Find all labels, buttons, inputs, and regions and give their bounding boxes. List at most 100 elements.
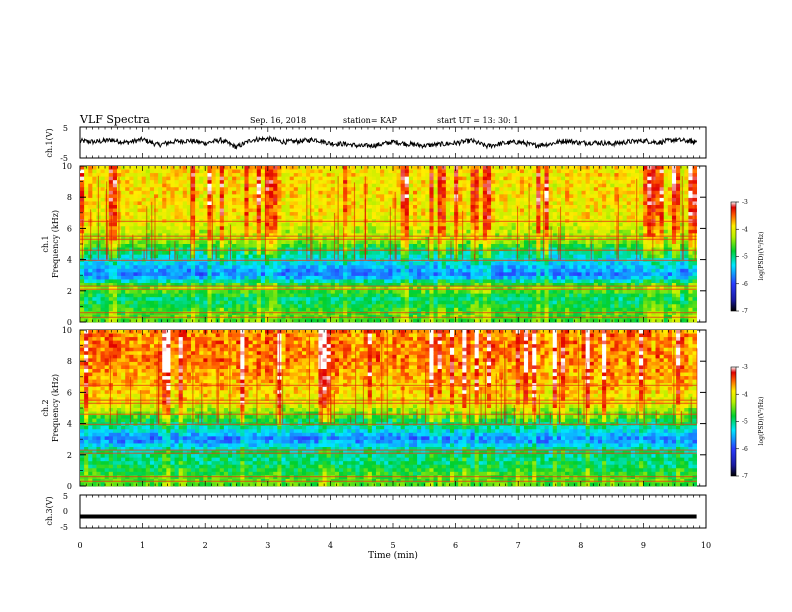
ch1-spectrogram-cell bbox=[347, 187, 352, 192]
ch1-spectrogram-cell bbox=[528, 240, 533, 245]
ch1-spectrogram-cell bbox=[170, 254, 175, 259]
ch1-spectrogram-cell bbox=[285, 208, 291, 213]
ch1-spectrogram-cell bbox=[248, 201, 254, 206]
ch1-spectrogram-cell bbox=[223, 261, 229, 266]
ch1-spectrogram-cell bbox=[314, 261, 319, 266]
ch1-spectrogram-cell bbox=[441, 268, 447, 273]
ch1-spectrogram-cell bbox=[330, 201, 336, 206]
ch1-spectrogram-cell bbox=[112, 229, 118, 234]
ch1-spectrogram-cell bbox=[326, 268, 332, 273]
ch1-spectrogram-cell bbox=[478, 251, 484, 256]
ch1-spectrogram-cell bbox=[186, 254, 192, 259]
ch1-spectrogram-cell bbox=[486, 265, 492, 270]
ch1-spectrogram-cell bbox=[170, 268, 175, 273]
ch1-spectrogram-cell bbox=[400, 194, 406, 199]
ch1-spectrogram-cell bbox=[486, 194, 492, 199]
ch1-spectrogram-cell bbox=[96, 268, 101, 273]
ch1-spectrogram-cell bbox=[182, 275, 188, 280]
ch1-spectrogram-cell bbox=[433, 183, 439, 188]
ch1-spectrogram-cell bbox=[351, 272, 356, 277]
ch1-spectrogram-cell bbox=[466, 275, 471, 280]
ch1-spectrogram-cell bbox=[236, 254, 241, 259]
ch1-spectrogram-cell bbox=[684, 169, 689, 174]
ch1-spectrogram-cell bbox=[474, 261, 480, 266]
ch1-spectrogram-cell bbox=[223, 275, 229, 280]
ch1-spectrogram-cell bbox=[536, 180, 541, 185]
ch1-spectrogram-cell bbox=[408, 215, 414, 220]
ch1-spectrogram-cell bbox=[523, 173, 529, 178]
ch1-spectrogram-cell bbox=[306, 205, 311, 209]
ch1-spectrogram-cell bbox=[692, 201, 698, 206]
ch1-spectrogram-cell bbox=[417, 268, 422, 273]
ch1-spectrogram-cell bbox=[503, 233, 508, 238]
ch1-spectrogram-cell bbox=[688, 169, 693, 174]
ch1-spectrogram-cell bbox=[408, 169, 414, 174]
ch1-spectrogram-cell bbox=[80, 197, 85, 202]
ch1-spectrogram-cell bbox=[264, 166, 270, 170]
ch1-spectrogram-cell bbox=[260, 166, 266, 170]
ch1-spectrogram-cell bbox=[445, 166, 451, 170]
ch1-spectrogram-cell bbox=[593, 208, 599, 213]
ch1-spectrogram-cell bbox=[585, 212, 591, 217]
ch1-spectrogram-cell bbox=[474, 201, 480, 206]
ch1-spectrogram-cell bbox=[297, 208, 303, 213]
ch1-spectrogram-cell bbox=[166, 226, 171, 231]
ch1-spectrogram-cell bbox=[314, 180, 319, 185]
ch1-spectrogram-cell bbox=[170, 247, 175, 252]
ch1-spectrogram-cell bbox=[511, 190, 517, 195]
ch1-spectrogram-cell bbox=[158, 173, 163, 178]
ch1-spectrogram-cell bbox=[458, 205, 463, 209]
ch1-spectrogram-cell bbox=[388, 180, 393, 185]
ch1-spectrogram-cell bbox=[178, 215, 184, 220]
ch1-spectrogram-cell bbox=[466, 268, 471, 273]
ch1-spectrogram-cell bbox=[622, 244, 628, 248]
ch1-spectrogram-cell bbox=[125, 166, 130, 170]
ch1-spectrogram-cell bbox=[466, 244, 471, 248]
ch1-spectrogram-cell bbox=[445, 265, 451, 270]
ch1-spectrogram-cell bbox=[663, 251, 669, 256]
ch1-spectrogram-cell bbox=[182, 229, 188, 234]
ch1-spectrogram-cell bbox=[322, 229, 328, 234]
ch1-spectrogram-cell bbox=[178, 169, 184, 174]
ch1-spectrogram-cell bbox=[618, 201, 624, 206]
ch1-spectrogram-cell bbox=[334, 205, 340, 209]
ch1-spectrogram-cell bbox=[211, 176, 217, 181]
ch1-spectrogram-cell bbox=[408, 183, 414, 188]
ch1-spectrogram-cell bbox=[334, 215, 340, 220]
ch1-spectrogram-cell bbox=[560, 166, 566, 170]
ch1-spectrogram-cell bbox=[688, 240, 693, 245]
ch1-spectrogram-cell bbox=[523, 265, 529, 270]
ch1-spectrogram-cell bbox=[219, 212, 225, 217]
ch1-spectrogram-cell bbox=[495, 229, 500, 234]
ch1-spectrogram-cell bbox=[219, 222, 225, 227]
ch1-spectrogram-cell bbox=[540, 180, 545, 185]
ch1-spectrogram-cell bbox=[618, 183, 624, 188]
ch1-spectrogram-cell bbox=[297, 265, 303, 270]
ch1-spectrogram-cell bbox=[199, 190, 204, 195]
ch1-spectrogram-cell bbox=[655, 190, 661, 195]
ch1-spectrogram-cell bbox=[577, 169, 582, 174]
ch1-spectrogram-cell bbox=[556, 265, 562, 270]
ch1-spectrogram-cell bbox=[458, 247, 463, 252]
ch1-spectrogram-cell bbox=[429, 261, 434, 266]
ch1-spectrogram-cell bbox=[486, 272, 492, 277]
ch1-spectrogram-cell bbox=[429, 201, 434, 206]
ch1-spectrogram-cell bbox=[273, 201, 278, 206]
ch1-spectrogram-cell bbox=[404, 261, 410, 266]
ch1-spectrogram-cell bbox=[174, 183, 180, 188]
ch1-spectrogram-cell bbox=[643, 261, 648, 266]
ch1-spectrogram-cell bbox=[264, 190, 270, 195]
ch1-spectrogram-cell bbox=[244, 265, 249, 270]
ch1-spectrogram-cell bbox=[281, 205, 286, 209]
ch1-spectrogram-cell bbox=[466, 205, 471, 209]
ch1-spectrogram-cell bbox=[486, 229, 492, 234]
ch1-spectrogram-cell bbox=[676, 261, 681, 266]
ch1-spectrogram-cell bbox=[692, 187, 698, 192]
ch1-spectrogram-cell bbox=[396, 201, 402, 206]
ch1-spectrogram-cell bbox=[663, 268, 669, 273]
ch1-spectrogram-cell bbox=[330, 251, 336, 256]
ch1-spectrogram-cell bbox=[273, 208, 278, 213]
ch1-spectrogram-cell bbox=[511, 201, 517, 206]
ch1-spectrogram-cell bbox=[680, 173, 685, 178]
ch1-spectrogram-cell bbox=[466, 190, 471, 195]
